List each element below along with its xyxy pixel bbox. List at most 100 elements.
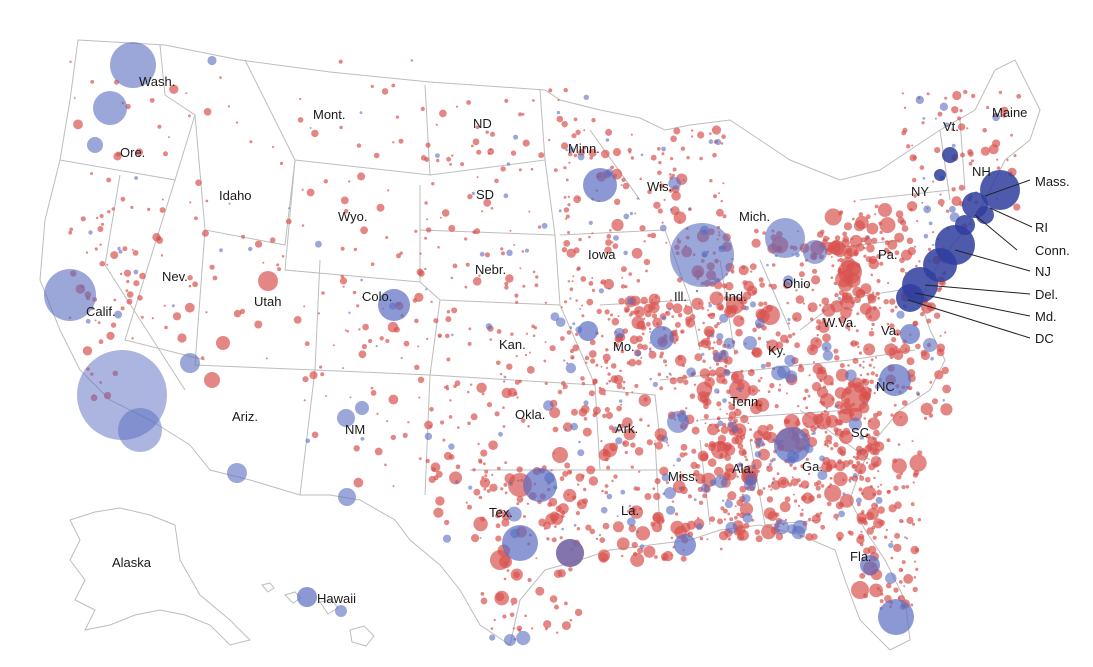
republican-county-bubble (726, 473, 731, 478)
republican-county-bubble (599, 537, 606, 543)
democrat-county-bubble (934, 169, 946, 181)
republican-county-bubble (556, 115, 564, 123)
republican-county-bubble (436, 158, 440, 163)
democrat-county-bubble (835, 518, 838, 521)
republican-county-bubble (504, 281, 509, 286)
republican-county-bubble (575, 129, 581, 135)
republican-county-bubble (732, 407, 736, 410)
republican-county-bubble (96, 216, 99, 220)
republican-county-bubble (850, 300, 855, 305)
democrat-county-bubble (915, 95, 924, 105)
democrat-county-bubble (774, 427, 810, 463)
democrat-county-bubble (875, 504, 878, 507)
republican-county-bubble (567, 151, 573, 157)
republican-county-bubble (860, 530, 863, 533)
democrat-county-bubble (731, 425, 739, 433)
republican-county-bubble (945, 209, 950, 213)
republican-county-bubble (534, 283, 539, 288)
democrat-county-bubble (563, 359, 566, 362)
republican-county-bubble (780, 334, 789, 343)
republican-county-bubble (554, 604, 559, 610)
democrat-county-bubble (942, 399, 945, 402)
republican-county-bubble (297, 117, 304, 123)
republican-county-bubble (809, 317, 814, 322)
state-label-tenn: Tenn. (730, 394, 762, 409)
republican-county-bubble (631, 247, 643, 259)
republican-county-bubble (680, 146, 686, 151)
republican-county-bubble (823, 443, 826, 446)
republican-county-bubble (683, 379, 689, 385)
democrat-county-bubble (755, 438, 764, 448)
republican-county-bubble (552, 447, 568, 463)
republican-county-bubble (716, 322, 720, 326)
republican-county-bubble (663, 198, 666, 201)
republican-county-bubble (894, 501, 902, 510)
republican-county-bubble (871, 322, 875, 327)
republican-county-bubble (957, 116, 962, 121)
democrat-county-bubble (661, 473, 670, 482)
democrat-county-bubble (180, 353, 200, 373)
state-label-colo: Colo. (362, 289, 392, 304)
republican-county-bubble (730, 269, 735, 274)
republican-county-bubble (706, 538, 709, 541)
republican-county-bubble (452, 263, 458, 269)
democrat-county-bubble (859, 450, 862, 453)
republican-county-bubble (693, 383, 697, 386)
republican-county-bubble (793, 499, 798, 503)
republican-county-bubble (603, 278, 615, 290)
republican-county-bubble (872, 535, 877, 540)
republican-county-bubble (821, 297, 830, 306)
republican-county-bubble (610, 363, 617, 369)
republican-county-bubble (429, 407, 434, 412)
democrat-county-bubble (349, 396, 352, 399)
republican-county-bubble (281, 254, 285, 258)
republican-county-bubble (790, 478, 799, 487)
democrat-county-bubble (721, 499, 725, 502)
republican-county-bubble (709, 291, 724, 306)
republican-county-bubble (733, 315, 745, 327)
republican-county-bubble (265, 357, 268, 360)
republican-county-bubble (696, 381, 713, 398)
republican-county-bubble (544, 381, 548, 385)
republican-county-bubble (643, 258, 651, 266)
democrat-county-bubble (821, 341, 832, 352)
republican-county-bubble (889, 323, 895, 329)
republican-county-bubble (900, 343, 911, 354)
republican-county-bubble (879, 230, 883, 235)
republican-county-bubble (592, 379, 598, 385)
republican-county-bubble (700, 394, 708, 403)
republican-county-bubble (526, 502, 530, 505)
democrat-county-bubble (860, 555, 880, 575)
republican-county-bubble (634, 212, 637, 215)
republican-county-bubble (68, 230, 73, 235)
democrat-county-bubble (664, 487, 676, 499)
democrat-county-bubble (570, 422, 578, 431)
republican-county-bubble (920, 312, 925, 317)
republican-county-bubble (834, 235, 841, 241)
republican-county-bubble (611, 218, 624, 232)
republican-county-bubble (227, 105, 230, 108)
republican-county-bubble (446, 156, 451, 162)
state-label-miss: Miss. (668, 469, 698, 484)
republican-county-bubble (760, 377, 763, 380)
republican-county-bubble (762, 435, 768, 441)
republican-county-bubble (552, 426, 559, 433)
republican-county-bubble (446, 310, 451, 314)
republican-county-bubble (852, 455, 856, 459)
republican-county-bubble (880, 483, 883, 486)
republican-county-bubble (495, 512, 501, 519)
republican-county-bubble (1000, 106, 1009, 115)
republican-county-bubble (867, 417, 881, 430)
republican-county-bubble (871, 237, 878, 244)
republican-county-bubble (652, 487, 656, 491)
republican-county-bubble (830, 256, 833, 258)
democrat-county-bubble (793, 520, 807, 534)
republican-county-bubble (857, 345, 860, 349)
republican-county-bubble (554, 525, 557, 528)
republican-county-bubble (503, 380, 506, 383)
republican-county-bubble (847, 364, 850, 367)
republican-county-bubble (671, 500, 675, 503)
republican-county-bubble (480, 597, 488, 605)
republican-county-bubble (736, 475, 739, 478)
republican-county-bubble (850, 309, 853, 312)
